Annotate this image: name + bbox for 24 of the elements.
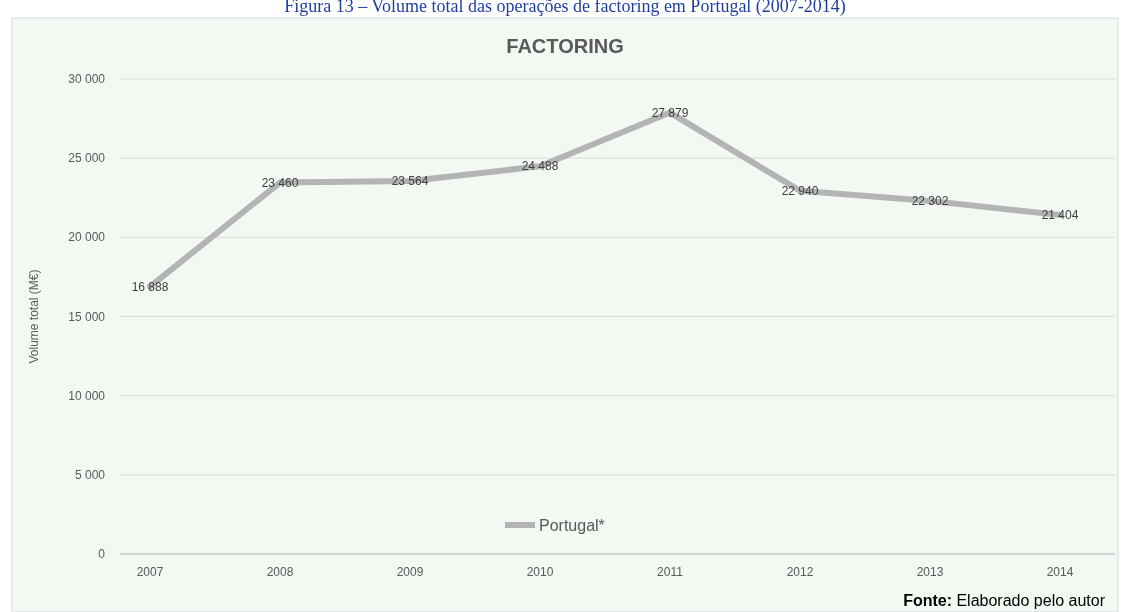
text: 23 460	[261, 175, 299, 190]
y-tick-label: 15 000	[68, 309, 106, 324]
y-tick-label: 10 000	[68, 388, 106, 403]
text: 27 879	[651, 105, 689, 120]
x-tick-label: 2008	[266, 565, 294, 579]
legend-label: Portugal*	[539, 517, 605, 534]
source-note: Fonte: Elaborado pelo autor	[903, 592, 1106, 609]
y-tick-label: 20 000	[68, 230, 106, 245]
y-tick-label: 25 000	[68, 151, 106, 166]
x-tick-label: 2013	[916, 565, 944, 579]
y-axis-title: Volume total (M€)	[27, 269, 41, 364]
x-tick-label: 2012	[786, 565, 814, 579]
text: 16 888	[131, 279, 169, 294]
x-tick-label: 2010	[526, 565, 554, 579]
chart-title: FACTORING	[506, 35, 624, 57]
x-tick-label: 2009	[396, 565, 424, 579]
chart-subtitle: Figura 13 – Volume total das operações de factoring em Portugal (2007-2014)	[284, 0, 846, 17]
text: 22 940	[781, 183, 819, 198]
y-tick-label: 5 000	[74, 467, 106, 482]
y-tick-label: 0	[98, 547, 106, 561]
x-tick-label: 2007	[136, 565, 164, 579]
x-tick-label: 2014	[1046, 565, 1074, 579]
x-tick-label: 2011	[657, 565, 684, 579]
y-tick-label: 30 000	[68, 72, 106, 86]
